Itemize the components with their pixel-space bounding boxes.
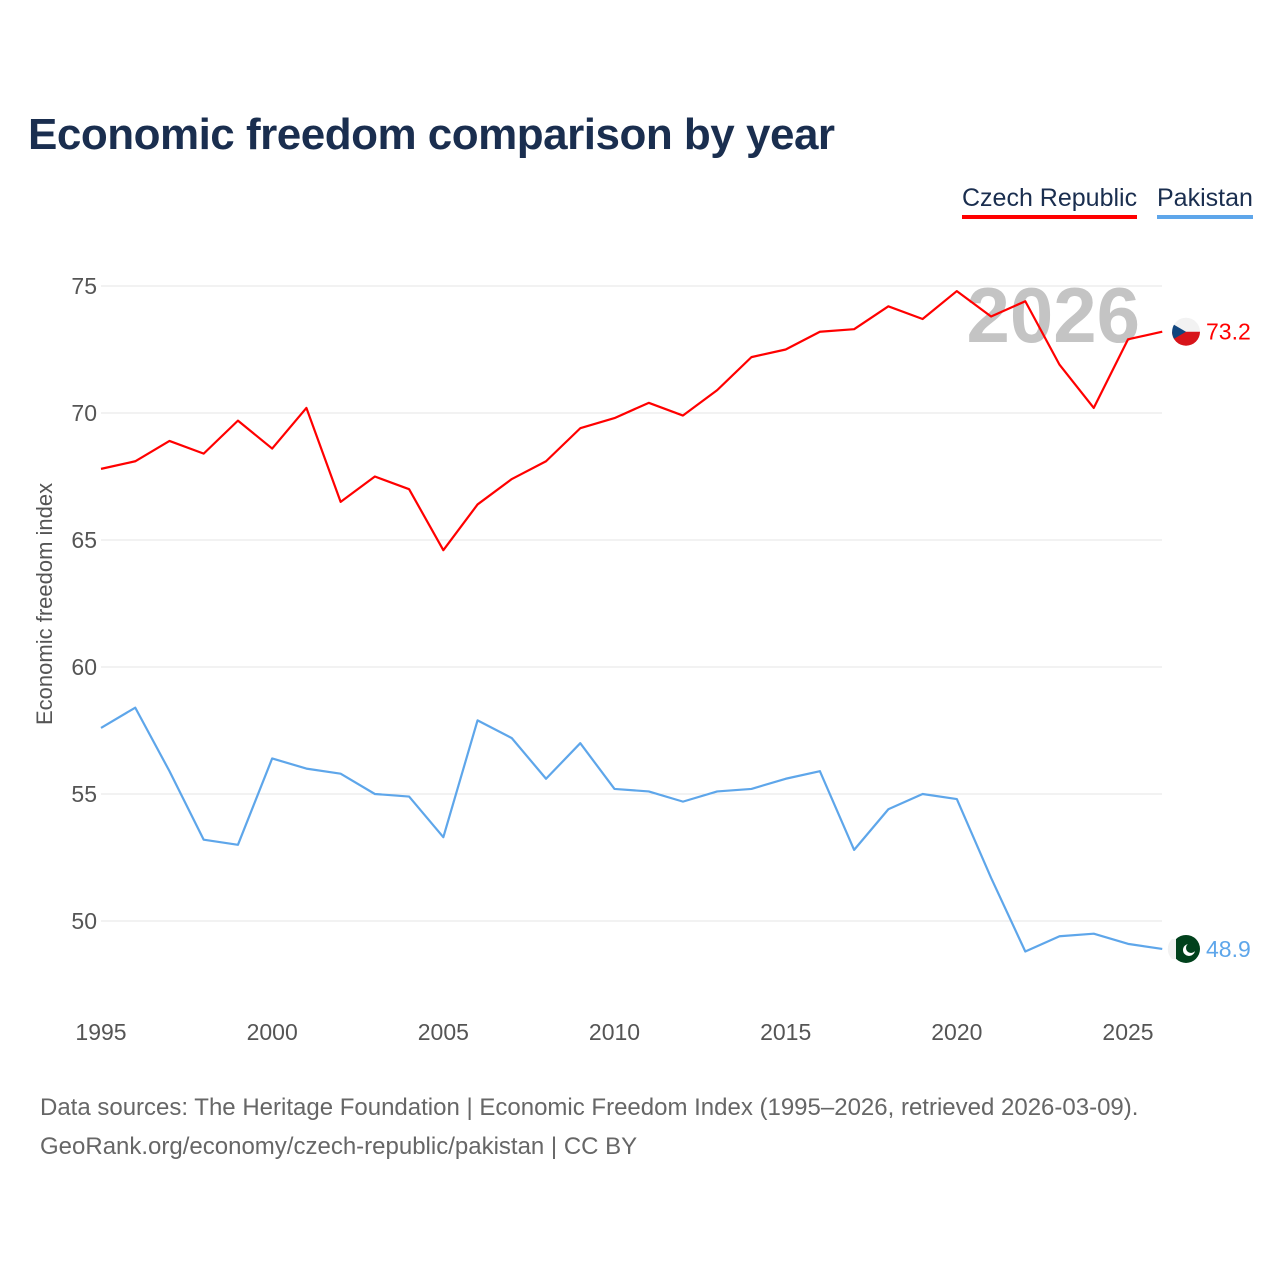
x-tick-label: 2015 [760,1019,811,1045]
data-point [647,789,651,793]
legend-pakistan[interactable]: Pakistan [1157,184,1253,219]
data-point [339,500,343,504]
data-point [578,741,582,745]
x-tick-label: 2025 [1102,1019,1153,1045]
data-point [1092,932,1096,936]
data-point [1160,330,1164,334]
data-point [1058,363,1062,367]
data-point [236,419,240,423]
data-point [476,502,480,506]
data-point [1160,947,1164,951]
y-tick-label: 65 [71,527,97,553]
data-point [167,769,171,773]
data-point [373,792,377,796]
footer-attribution: GeoRank.org/economy/czech-republic/pakis… [40,1133,638,1160]
data-point [133,706,137,710]
footer: Data sources: The Heritage Foundation | … [40,1088,1138,1166]
y-tick-label: 50 [71,908,97,934]
data-point [476,718,480,722]
data-point [1126,942,1130,946]
chart-title: Economic freedom comparison by year [28,110,835,159]
data-point [202,838,206,842]
data-point [441,548,445,552]
data-point [886,304,890,308]
series-line-czech-republic [100,289,1163,552]
data-point [510,477,514,481]
data-point [613,787,617,791]
end-value-label: 48.9 [1206,936,1251,962]
data-point [1058,934,1062,938]
data-point [1126,337,1130,341]
y-tick-label: 75 [71,273,97,299]
data-point [715,789,719,793]
footer-sources: Data sources: The Heritage Foundation | … [40,1094,1139,1121]
data-point [784,348,788,352]
czech-flag-blue [1172,324,1186,339]
data-point [1092,406,1096,410]
data-point [304,767,308,771]
data-point [784,777,788,781]
data-point [749,787,753,791]
x-tick-label: 2000 [247,1019,298,1045]
data-point [989,876,993,880]
data-point [510,736,514,740]
data-point [270,756,274,760]
data-point [955,797,959,801]
end-value-label: 73.2 [1206,319,1251,345]
y-tick-label: 55 [71,781,97,807]
data-point [339,772,343,776]
data-point [373,475,377,479]
data-point [921,317,925,321]
x-tick-label: 2020 [931,1019,982,1045]
data-point [613,416,617,420]
data-point [578,426,582,430]
data-point [544,777,548,781]
data-point [681,800,685,804]
y-tick-label: 60 [71,654,97,680]
data-point [441,835,445,839]
pakistan-crescent-cut [1186,942,1196,953]
data-point [852,327,856,331]
data-point [167,439,171,443]
x-tick-label: 1995 [75,1019,126,1045]
data-point [989,314,993,318]
data-point [270,447,274,451]
data-point [544,459,548,463]
data-point [236,843,240,847]
pakistan-flag-white [1167,938,1176,959]
data-point [647,401,651,405]
data-point [955,289,959,293]
y-tick-label: 70 [71,400,97,426]
data-point [1023,299,1027,303]
data-point [921,792,925,796]
x-tick-label: 2005 [418,1019,469,1045]
data-point [749,355,753,359]
data-point [304,406,308,410]
series-line-pakistan [100,706,1163,953]
legend-czech-republic[interactable]: Czech Republic [962,184,1138,219]
data-point [407,487,411,491]
data-point [886,807,890,811]
x-tick-label: 2010 [589,1019,640,1045]
data-point [818,769,822,773]
data-point [202,452,206,456]
data-point [99,467,103,471]
data-point [715,388,719,392]
data-point [852,848,856,852]
data-point [681,414,685,418]
data-point [133,459,137,463]
data-point [407,795,411,799]
data-point [818,330,822,334]
data-point [1023,949,1027,953]
data-point [99,726,103,730]
